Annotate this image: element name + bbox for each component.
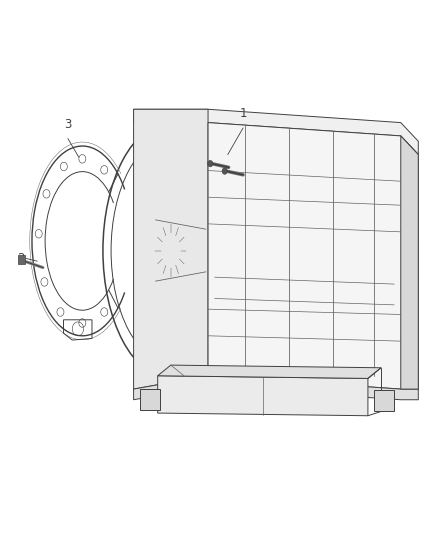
Polygon shape	[140, 389, 160, 410]
Polygon shape	[374, 390, 394, 411]
Circle shape	[208, 160, 213, 167]
Circle shape	[222, 168, 227, 174]
Text: 2: 2	[17, 252, 25, 265]
Polygon shape	[134, 109, 208, 389]
Polygon shape	[158, 365, 381, 378]
Text: 3: 3	[64, 118, 71, 131]
Bar	[18, 255, 25, 264]
Polygon shape	[134, 376, 418, 400]
Text: 1: 1	[239, 107, 247, 120]
Polygon shape	[134, 109, 418, 155]
Polygon shape	[401, 136, 418, 389]
Polygon shape	[208, 123, 418, 389]
Polygon shape	[158, 376, 368, 416]
